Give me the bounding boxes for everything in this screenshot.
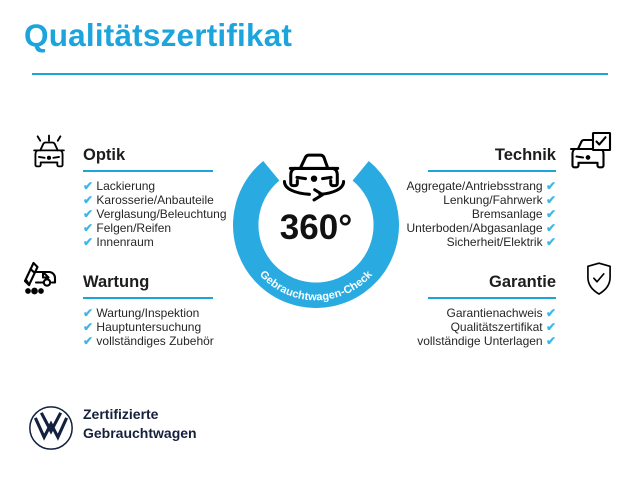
svg-text:360°: 360° bbox=[280, 208, 352, 247]
